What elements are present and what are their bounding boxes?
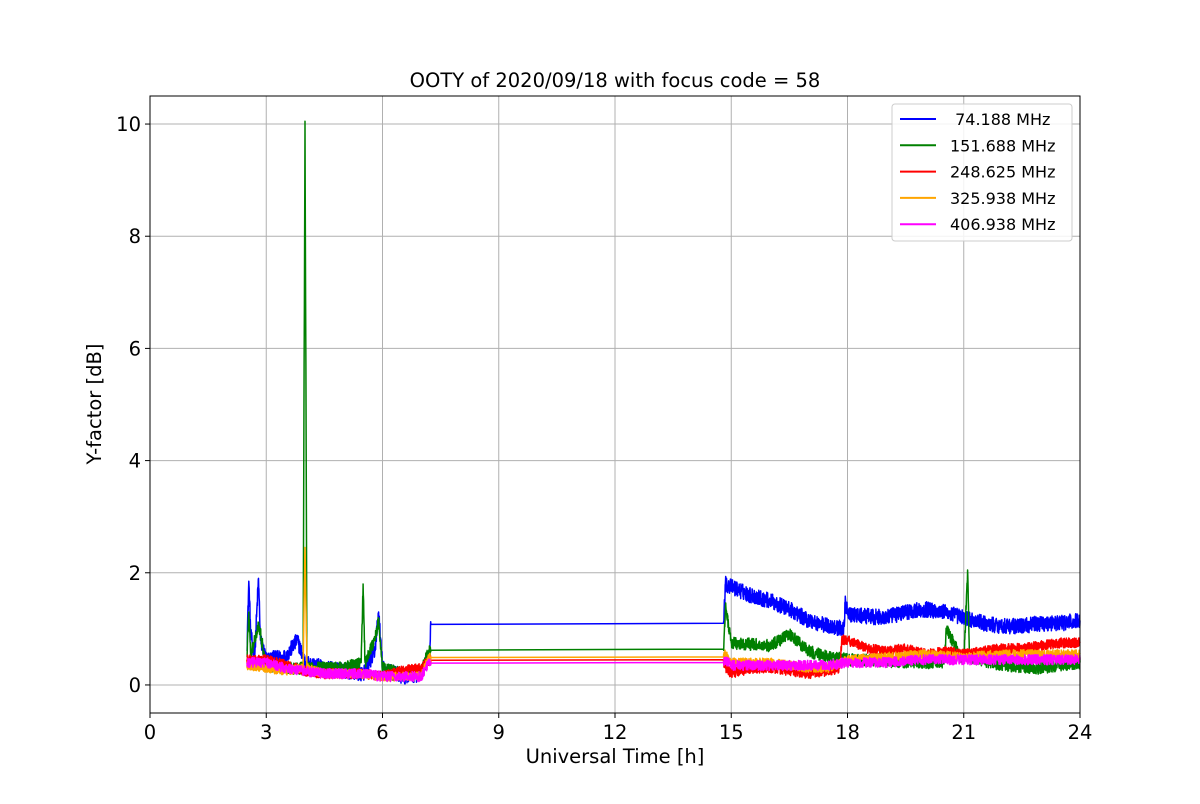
- x-tick-label: 6: [376, 721, 388, 744]
- legend: 74.188 MHz 151.688 MHz 248.625 MHz 325.938 …: [891, 103, 1073, 242]
- x-tick-label: 21: [951, 721, 976, 744]
- y-tick-label: 2: [129, 562, 141, 585]
- legend-label: 151.688 MHz: [950, 136, 1055, 155]
- x-axis-label: Universal Time [h]: [526, 745, 705, 768]
- x-tick-label: 24: [1068, 721, 1093, 744]
- legend-label: 406.938 MHz: [950, 215, 1055, 234]
- chart-title: OOTY of 2020/09/18 with focus code = 58: [410, 69, 821, 92]
- x-tick-label: 0: [144, 721, 156, 744]
- y-tick-label: 0: [129, 674, 141, 697]
- legend-label: 74.188 MHz: [950, 110, 1050, 129]
- legend-label: 248.625 MHz: [950, 163, 1055, 182]
- y-tick-label: 4: [129, 450, 141, 473]
- legend-box: [891, 103, 1073, 242]
- x-tick-label: 15: [719, 721, 744, 744]
- x-tick-label: 18: [835, 721, 860, 744]
- series-line: [246, 653, 1081, 683]
- x-tick-label: 3: [260, 721, 272, 744]
- y-tick-label: 10: [116, 113, 141, 136]
- y-tick-label: 6: [129, 337, 141, 360]
- x-tick-label: 12: [603, 721, 628, 744]
- y-axis-label: Y-factor [dB]: [83, 344, 106, 466]
- y-tick-label: 8: [129, 225, 141, 248]
- legend-label: 325.938 MHz: [950, 189, 1055, 208]
- x-tick-label: 9: [493, 721, 505, 744]
- series-layer: [246, 120, 1081, 685]
